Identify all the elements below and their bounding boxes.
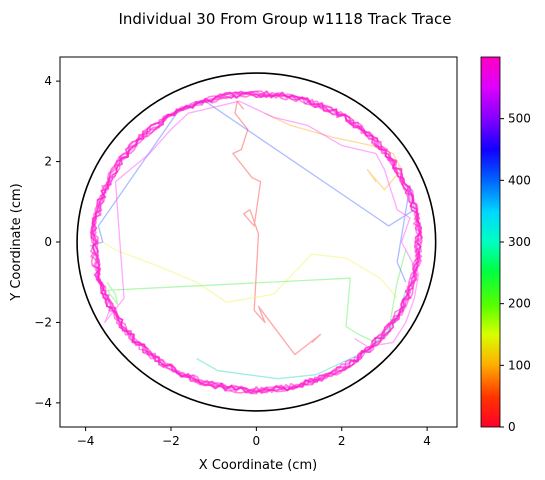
colorbar-tick-label: 400 <box>508 173 531 187</box>
x-tick-label: −2 <box>162 434 180 448</box>
colorbar: 0 100 200 300 400 500 <box>481 57 531 434</box>
x-tick-label: 2 <box>338 434 346 448</box>
chart-title: Individual 30 From Group w1118 Track Tra… <box>118 10 451 28</box>
y-tick-label: −4 <box>34 396 52 410</box>
track-segment-6 <box>90 101 414 282</box>
x-axis: −4 −2 0 2 4 <box>77 427 431 448</box>
y-tick-label: 2 <box>44 155 52 169</box>
arena-boundary <box>77 73 436 411</box>
colorbar-tick-label: 100 <box>508 358 531 372</box>
y-axis: −4 −2 0 2 4 <box>34 74 60 410</box>
colorbar-tick-label: 500 <box>508 112 531 126</box>
x-tick-label: −4 <box>77 434 95 448</box>
colorbar-tick-label: 0 <box>508 420 516 434</box>
plot-area <box>77 73 436 411</box>
x-tick-label: 0 <box>253 434 261 448</box>
colorbar-tick-label: 300 <box>508 235 531 249</box>
y-tick-label: −2 <box>34 315 52 329</box>
track-segment-5 <box>197 290 406 378</box>
y-axis-label: Y Coordinate (cm) <box>9 183 24 301</box>
colorbar-gradient <box>481 57 500 427</box>
colorbar-tick-label: 200 <box>508 297 531 311</box>
track-segment-1 <box>233 101 321 354</box>
y-tick-label: 0 <box>44 235 52 249</box>
x-tick-label: 4 <box>423 434 431 448</box>
y-tick-label: 4 <box>44 74 52 88</box>
x-axis-label: X Coordinate (cm) <box>199 458 317 473</box>
track-segment-3 <box>103 242 398 302</box>
